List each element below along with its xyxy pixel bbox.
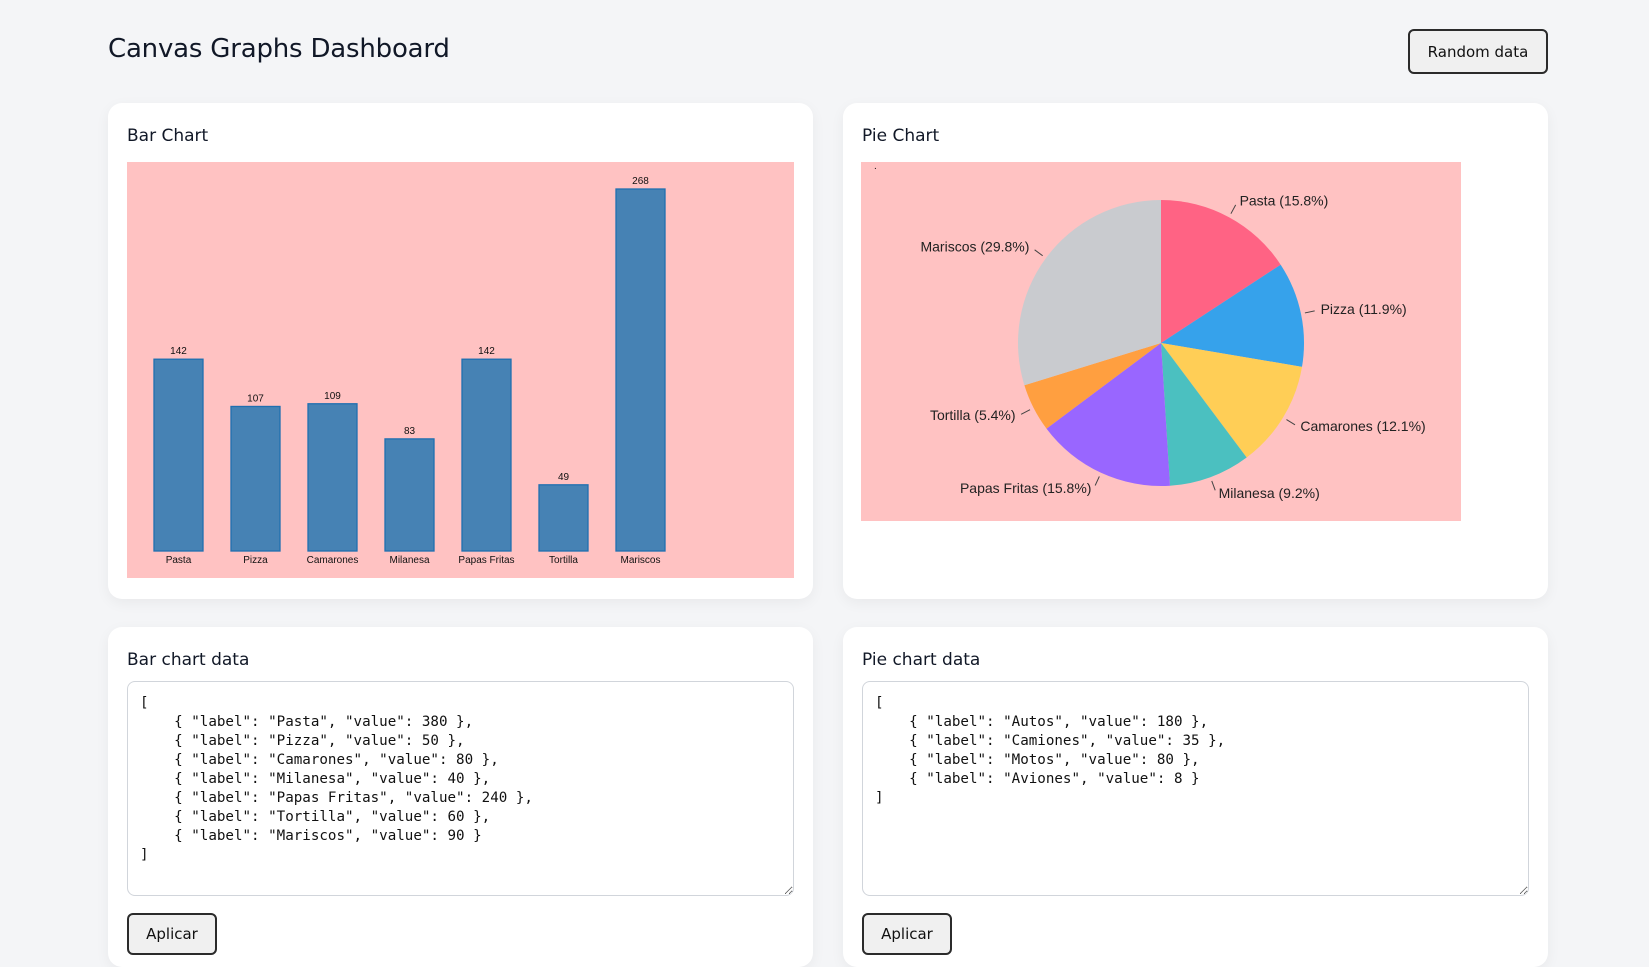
pie-slice-label: Pasta (15.8%) (1240, 192, 1329, 208)
random-data-button[interactable]: Random data (1408, 29, 1548, 74)
bar-chart-title: Bar Chart (127, 126, 209, 146)
pie-slice-label: Pizza (11.9%) (1321, 301, 1407, 317)
pie-slice-label: Papas Fritas (15.8%) (960, 480, 1092, 496)
bar: 107 Pizza (230, 393, 281, 566)
pie-slice-label: Camarones (12.1%) (1300, 418, 1425, 434)
bar-chart-canvas: 142 Pasta 107 Pizza 109 Camarones 83 Milanesa 14… (127, 162, 794, 578)
bar: 268 Mariscos (615, 176, 666, 566)
bar-data-title: Bar chart data (127, 650, 250, 670)
pie-slice-label: Tortilla (5.4%) (930, 407, 1016, 423)
apply-pie-data-button[interactable]: Aplicar (862, 913, 952, 955)
bar-value-label: 142 (170, 346, 187, 357)
bar-category-label: Pasta (166, 555, 192, 566)
page-title: Canvas Graphs Dashboard (108, 34, 450, 64)
pie-slice-label: Milanesa (9.2%) (1219, 485, 1320, 501)
pie-slice: Mariscos (29.8%) (920, 200, 1161, 386)
stray-dot: . (874, 162, 877, 172)
bar-chart-card: Bar Chart 142 Pasta 107 Pizza 109 Camarones 83… (108, 103, 813, 599)
pie-slice: Papas Fritas (15.8%) (960, 343, 1170, 496)
apply-bar-data-button[interactable]: Aplicar (127, 913, 217, 955)
bar: 49 Tortilla (538, 472, 589, 566)
bar-category-label: Camarones (307, 555, 359, 566)
pie-data-card: Pie chart data Aplicar (843, 627, 1548, 967)
bar: 109 Camarones (307, 391, 359, 566)
bar-data-card: Bar chart data Aplicar (108, 627, 813, 967)
bar-value-label: 268 (632, 176, 649, 187)
bar-category-label: Pizza (243, 555, 268, 566)
pie-slice: Pizza (11.9%) (1161, 264, 1407, 367)
bar: 142 Papas Fritas (458, 346, 514, 566)
bar: 83 Milanesa (384, 426, 435, 566)
pie-slice: Tortilla (5.4%) (930, 343, 1161, 429)
pie-chart-canvas: . Pasta (15.8%) Pizza (11.9%) Camarones (12… (861, 161, 1461, 521)
bar-value-label: 142 (478, 346, 495, 357)
bar-category-label: Papas Fritas (458, 555, 514, 566)
pie-chart-card: Pie Chart . Pasta (15.8%) Pizza (11.9%) Cam… (843, 103, 1548, 599)
pie-slice-label: Mariscos (29.8%) (920, 238, 1029, 254)
bar-value-label: 49 (558, 472, 570, 483)
bar-data-textarea[interactable] (127, 681, 794, 896)
pie-slice: Milanesa (9.2%) (1161, 343, 1320, 501)
pie-slice: Pasta (15.8%) (1161, 192, 1328, 343)
bar-value-label: 83 (404, 426, 416, 437)
bar-category-label: Mariscos (620, 555, 660, 566)
bar-chart-svg: 142 Pasta 107 Pizza 109 Camarones 83 Milanesa 14… (153, 176, 666, 566)
bar-category-label: Tortilla (549, 555, 578, 566)
pie-data-textarea[interactable] (862, 681, 1529, 896)
bar: 142 Pasta (153, 346, 204, 566)
pie-slice: Camarones (12.1%) (1161, 343, 1426, 458)
pie-chart-svg: . Pasta (15.8%) Pizza (11.9%) Camarones (12… (874, 161, 1426, 501)
pie-data-title: Pie chart data (862, 650, 981, 670)
bar-value-label: 109 (324, 391, 341, 402)
bar-value-label: 107 (247, 393, 264, 404)
bar-category-label: Milanesa (389, 555, 429, 566)
pie-chart-title: Pie Chart (862, 126, 940, 146)
